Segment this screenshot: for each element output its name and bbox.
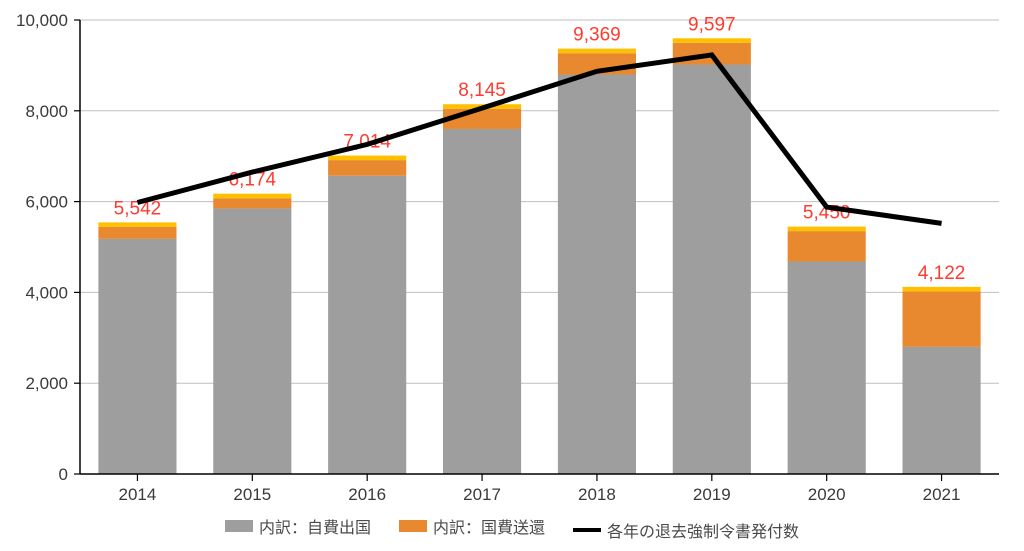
x-tick-label: 2019 [693,485,731,504]
x-tick-label: 2020 [808,485,846,504]
bar-segment [903,287,981,292]
x-tick-label: 2015 [233,485,271,504]
bar-total-label: 8,145 [458,80,506,101]
bar-segment [903,291,981,346]
bar-segment [328,176,406,474]
legend-item: 内訳：国費送還 [399,514,545,538]
bar-segment [213,198,291,208]
bar-segment [213,194,291,199]
y-tick-label: 2,000 [25,374,68,393]
chart-container: 02,0004,0006,0008,00010,0005,54220146,17… [0,0,1024,546]
bar-total-label: 4,122 [918,263,966,284]
y-tick-label: 8,000 [25,102,68,121]
legend-label: 内訳：自費出国 [259,514,371,538]
bar-segment [443,129,521,474]
bar-segment [788,227,866,232]
legend-label: 各年の退去強制令書発付数 [607,518,799,542]
bar-segment [788,262,866,474]
bar-segment [673,64,751,474]
legend-label: 内訳：国費送還 [433,514,545,538]
chart-svg: 02,0004,0006,0008,00010,0005,54220146,17… [0,0,1024,546]
bar-segment [328,156,406,161]
bar-total-label: 9,597 [688,14,736,35]
bar-segment [903,347,981,474]
bar-segment [98,239,176,474]
x-tick-label: 2017 [463,485,501,504]
bar-segment [673,38,751,43]
x-tick-label: 2014 [119,485,157,504]
y-tick-label: 10,000 [16,11,68,30]
chart-legend: 内訳：自費出国 内訳：国費送還 各年の退去強制令書発付数 [0,514,1024,542]
bar-total-label: 9,369 [573,25,621,46]
legend-line-swatch [573,528,601,532]
x-tick-label: 2016 [348,485,386,504]
legend-color-swatch [399,520,427,532]
bar-segment [328,160,406,176]
bar-segment [788,231,866,261]
x-tick-label: 2018 [578,485,616,504]
legend-item: 内訳：自費出国 [225,514,371,538]
bar-segment [98,227,176,239]
bar-segment [213,208,291,474]
y-tick-label: 4,000 [25,283,68,302]
legend-item: 各年の退去強制令書発付数 [573,518,799,542]
y-tick-label: 6,000 [25,193,68,212]
x-tick-label: 2021 [923,485,961,504]
bar-segment [558,74,636,474]
y-tick-label: 0 [59,465,68,484]
bar-segment [558,49,636,54]
legend-color-swatch [225,520,253,532]
bar-segment [98,222,176,227]
